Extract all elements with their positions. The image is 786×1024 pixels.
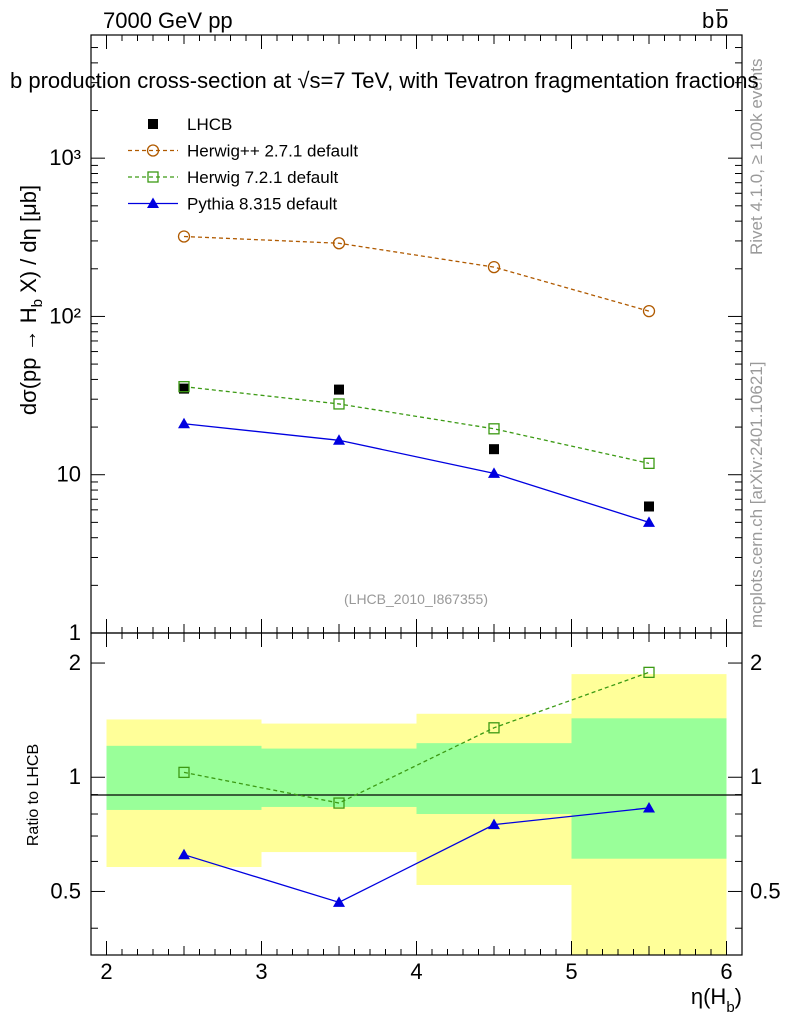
ratio-line-pythia [183,807,650,904]
point-herwig7-0 [178,381,190,393]
point-data-2 [489,444,499,455]
legend-label-herwig7: Herwig 7.2.1 default [187,168,338,187]
main-ytick-label-3: 10³ [49,145,81,170]
x-axis-label-rest: ) [735,984,742,1009]
point-herwigpp-0 [177,230,191,243]
series-line-herwig7 [183,386,650,464]
ratio-plot-panel: 0.5 0.5 1 1 2 2 2 3 4 5 6 Ratio to LHCB η(Hb) [25,632,781,1016]
x-axis-label: η(Hb) [691,984,742,1016]
header-left: 7000 GeV pp [103,8,233,33]
ratio-point-pythia-1 [333,896,345,907]
point-data-0 [179,383,189,394]
ratio-ytick-labels: 0.5 0.5 1 1 2 2 [50,650,780,903]
x-tick-label-3: 5 [565,959,577,984]
plot-title: b production cross-section at √s=7 TeV, … [10,68,758,93]
main-ytick-label-2: 10² [49,303,81,328]
point-herwigpp-1 [332,237,346,250]
ratio-point-herwig7-0 [178,766,190,779]
ratio-band-inner-1 [261,748,417,807]
ratio-band-inner-3 [571,718,727,859]
main-ytick-label-0: 1 [69,620,81,645]
main-ytick-label-1: 10 [57,462,81,487]
ratio-point-herwig7-1 [333,797,345,809]
point-pythia-3 [643,516,655,527]
analysis-watermark: (LHCB_2010_I867355) [344,591,488,607]
rivet-label: Rivet 4.1.0, ≥ 100k events [747,59,766,255]
x-axis-label-main: η(H [691,984,726,1009]
x-tick-label-4: 6 [720,959,732,984]
ratio-ytick-label-right-0: 0.5 [750,878,781,903]
point-data-1 [334,384,344,395]
ratio-ytick-label-left-2: 2 [69,650,81,675]
ratio-point-pythia-0 [178,848,190,860]
mcplots-label: mcplots.cern.ch [arXiv:2401.10621] [747,362,766,628]
main-plot-ticks [91,34,742,634]
legend-marker-data [148,119,158,129]
point-data-3 [644,501,654,512]
point-herwigpp-3 [642,305,656,318]
series-line-pythia [183,423,650,523]
point-herwig7-1 [333,398,345,410]
series-line-herwigpp [183,235,650,312]
main-ylabel-sub: b [29,299,46,307]
ratio-point-pythia-3 [643,801,655,813]
legend-marker-herwig7 [147,171,159,183]
header-right-b: b [702,8,714,33]
point-pythia-1 [333,434,345,445]
header-right: b b [702,8,728,33]
x-tick-labels: 2 3 4 5 6 [100,959,732,984]
main-ylabel: dσ(pp → Hb X) / dη [μb] [16,185,46,415]
ratio-ytick-label-right-1: 1 [750,764,762,789]
x-tick-label-0: 2 [100,959,112,984]
legend-label-pythia: Pythia 8.315 default [187,195,338,214]
main-plot-panel: 1 10 10² 10³ b production cross-section at … [10,34,758,645]
point-pythia-0 [178,417,190,429]
ratio-band-inner-2 [416,743,572,815]
point-herwig7-3 [643,457,655,469]
x-tick-label-2: 4 [410,959,422,984]
ratio-point-herwig7-3 [643,666,655,679]
point-herwig7-2 [488,423,500,435]
point-pythia-2 [488,467,500,478]
ratio-ytick-label-left-1: 1 [69,764,81,789]
legend-marker-pythia [147,197,159,208]
main-plot-ytick-labels: 1 10 10² 10³ [49,145,81,645]
ratio-ytick-label-left-0: 0.5 [50,878,81,903]
header-right-bbar: b [716,8,728,33]
svg-text:dσ(pp → Hb X) / dη [μb]: dσ(pp → Hb X) / dη [μb] [16,185,46,415]
legend-label-data: LHCB [187,115,232,134]
legend: LHCB Herwig++ 2.7.1 default Herwig 7.2.1 d… [128,115,358,214]
ratio-ytick-label-right-2: 2 [750,650,762,675]
main-ylabel-rest: X) / dη [μb] [16,185,41,299]
ratio-point-pythia-2 [488,818,500,830]
x-tick-label-1: 3 [255,959,267,984]
legend-marker-herwigpp [146,144,160,157]
ratio-plot-ticks [91,633,742,955]
x-axis-label-sub: b [726,999,734,1016]
point-herwigpp-2 [487,260,501,274]
main-ylabel-main: dσ(pp → H [16,307,41,415]
ratio-line-herwig7 [183,671,650,804]
legend-label-herwigpp: Herwig++ 2.7.1 default [187,142,358,161]
ratio-ylabel: Ratio to LHCB [25,744,42,846]
ratio-point-herwig7-2 [488,722,500,734]
